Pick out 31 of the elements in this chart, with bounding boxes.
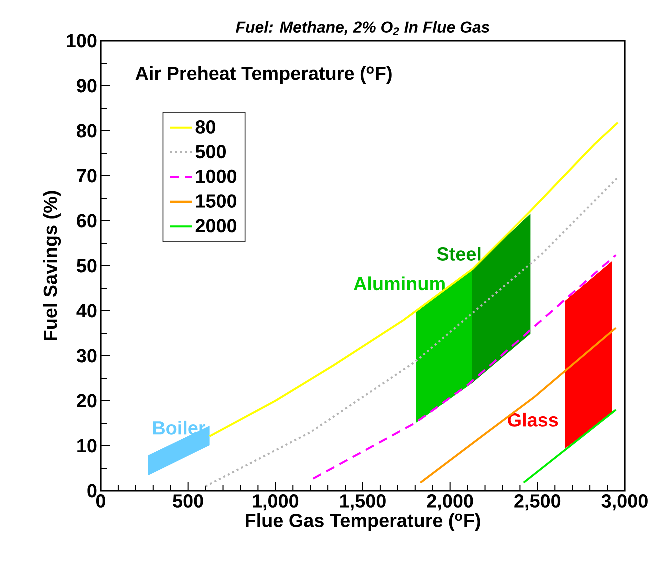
y-axis-title: Fuel Savings (%) [43, 191, 62, 340]
x-tick-label: 500 [173, 494, 204, 508]
x-axis-title: Flue Gas Temperature ($^{o}$F) [246, 514, 480, 532]
x-tick-label: 2,000 [427, 494, 474, 511]
y-tick-label: 0 [88, 484, 97, 498]
legend-label: 1000 [196, 170, 237, 184]
y-tick-label: 30 [76, 349, 97, 363]
legend-label: 1500 [196, 194, 237, 208]
y-tick-label: 10 [78, 439, 97, 453]
y-tick-label: 80 [77, 124, 97, 138]
y-tick-label: 60 [77, 214, 97, 228]
series-label: Steel [437, 247, 481, 261]
x-tick-label: 0 [96, 494, 106, 508]
y-tick-label: 70 [77, 169, 97, 183]
series-label: Aluminum [354, 276, 445, 291]
y-tick-label: 100 [67, 34, 97, 48]
legend-label: 500 [196, 145, 226, 159]
legend-label: 80 [196, 120, 216, 134]
x-tick-label: 2,500 [514, 494, 561, 511]
y-tick-label: 90 [77, 79, 97, 93]
line-series [420, 327, 618, 484]
y-tick-label: 40 [76, 304, 97, 318]
text: Glass [508, 412, 558, 427]
chart-title: Fuel: Methane, 2% O$_{2}$ In Flue Gas [236, 21, 490, 36]
x-tick-label: 1,000 [253, 494, 299, 511]
y-tick-label: 50 [77, 259, 97, 273]
x-tick-label: 1,500 [340, 494, 386, 511]
y-tick-label: 20 [77, 394, 97, 408]
legend-title: Air Preheat Temperature ($^{o}$F) [136, 66, 392, 84]
legend-label: 2000 [196, 219, 237, 233]
x-tick-label: 3,000 [602, 494, 648, 511]
